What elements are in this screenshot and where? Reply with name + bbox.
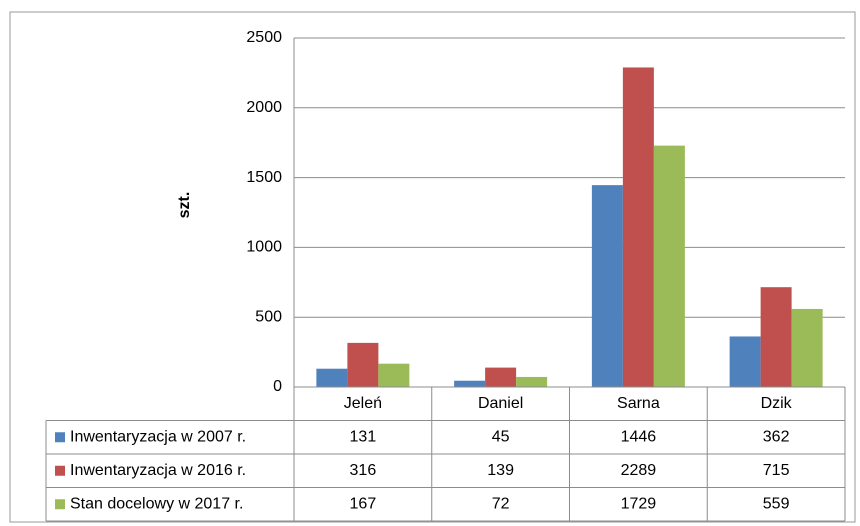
- bar: [729, 336, 761, 387]
- table-cell: 167: [350, 495, 377, 512]
- bar: [454, 380, 486, 387]
- table-cell: 72: [492, 495, 510, 512]
- bar: [653, 145, 685, 387]
- legend-swatch: [55, 432, 65, 443]
- legend-label: Inwentaryzacja w 2007 r.: [70, 428, 246, 445]
- y-axis-label: szt.: [176, 192, 193, 219]
- y-tick-label: 1500: [246, 169, 282, 186]
- bar: [378, 363, 410, 387]
- legend-swatch: [55, 499, 65, 510]
- bar: [760, 287, 792, 387]
- legend-label: Inwentaryzacja w 2016 r.: [70, 462, 246, 479]
- bar: [591, 185, 623, 387]
- y-tick-label: 1000: [246, 239, 282, 256]
- table-cell: 559: [763, 495, 790, 512]
- legend-label: Stan docelowy w 2017 r.: [70, 495, 243, 512]
- y-tick-label: 0: [273, 378, 282, 395]
- table-cell: 131: [350, 428, 377, 445]
- table-cell: 715: [763, 462, 790, 479]
- chart-frame: [9, 11, 856, 523]
- y-tick-label: 500: [255, 308, 282, 325]
- bar: [791, 308, 823, 387]
- table-cell: 2289: [621, 462, 657, 479]
- y-tick-label: 2500: [246, 29, 282, 46]
- bar: [516, 376, 548, 387]
- table-cell: 45: [492, 428, 510, 445]
- x-tick-label: Sarna: [617, 395, 660, 412]
- x-tick-label: Dzik: [761, 395, 793, 412]
- table-cell: 1729: [621, 495, 657, 512]
- table-cell: 139: [487, 462, 514, 479]
- bar: [347, 342, 379, 387]
- bar: [622, 67, 654, 387]
- table-cell: 316: [350, 462, 377, 479]
- table-cell: 1446: [621, 428, 657, 445]
- legend-swatch: [55, 465, 65, 476]
- bar: [485, 367, 517, 387]
- x-tick-label: Daniel: [478, 395, 523, 412]
- y-tick-label: 2000: [246, 99, 282, 116]
- table-cell: 362: [763, 428, 790, 445]
- x-tick-label: Jeleń: [344, 395, 382, 412]
- bar: [316, 368, 348, 387]
